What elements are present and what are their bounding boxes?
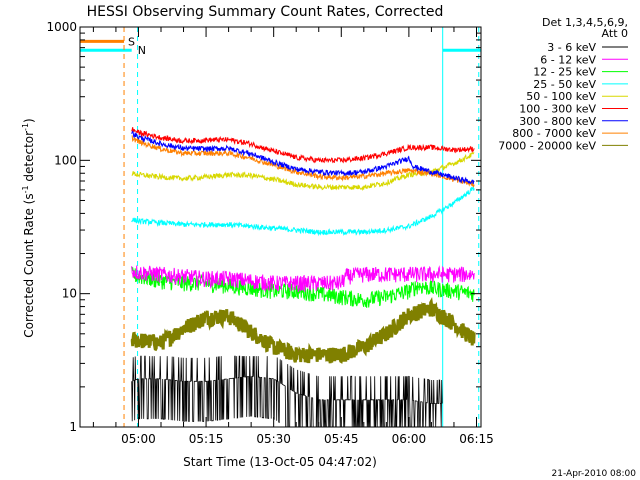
- legend-label-7000-20000-kev: 7000 - 20000 keV: [498, 139, 596, 152]
- legend-label-3-6-kev: 3 - 6 keV: [547, 41, 596, 54]
- series-line-3-6-kev: [131, 355, 443, 428]
- legend-label-50-100-kev: 50 - 100 keV: [526, 90, 596, 103]
- legend-label-25-50-kev: 25 - 50 keV: [533, 78, 596, 91]
- y-axis-label-mid: detector: [22, 131, 36, 186]
- series-line-7000-20000-kev: [130, 297, 476, 364]
- legend-label-100-300-kev: 100 - 300 keV: [519, 103, 596, 116]
- x-tick-label: 05:30: [256, 432, 291, 446]
- series-line-800-7000-kev: [131, 135, 475, 188]
- legend-label-800-7000-kev: 800 - 7000 keV: [512, 127, 596, 140]
- series-line-25-50-kev: [131, 186, 475, 237]
- legend-label-12-25-kev: 12 - 25 keV: [533, 66, 596, 79]
- y-tick-label: 1000: [46, 20, 77, 34]
- legend-label-300-800-kev: 300 - 800 keV: [519, 115, 596, 128]
- y-axis: 1 10 100 1000: [46, 20, 481, 434]
- y-axis-label-sup1: -1: [21, 185, 30, 193]
- flag-label: N: [138, 44, 146, 57]
- series-line-300-800-kev: [131, 129, 475, 185]
- x-tick-label: 06:00: [392, 432, 427, 446]
- y-axis-label-main: Corrected Count Rate (s: [22, 193, 36, 337]
- plot-frame: [79, 26, 482, 428]
- x-tick-label: 06:15: [459, 432, 494, 446]
- x-tick-label: 05:45: [324, 432, 359, 446]
- y-tick-label: 100: [54, 153, 77, 167]
- flag-bars: SN: [80, 35, 481, 57]
- series-line-50-100-kev: [131, 151, 475, 192]
- legend-label-6-12-kev: 6 - 12 keV: [540, 53, 596, 66]
- x-tick-label: 05:00: [121, 432, 156, 446]
- footer-date: 21-Apr-2010 08:00: [552, 469, 637, 479]
- y-axis-label-end: ): [22, 118, 36, 123]
- series-line-100-300-kev: [131, 127, 475, 164]
- x-axis: 05:00 05:15 05:30 05:45 06:00 06:15: [92, 27, 494, 446]
- x-axis-label: Start Time (13-Oct-05 04:47:02): [183, 455, 377, 469]
- series-layer: [130, 127, 476, 428]
- y-tick-label: 1: [69, 420, 77, 434]
- flag-label: S: [128, 35, 135, 48]
- chart-title: HESSI Observing Summary Count Rates, Cor…: [87, 4, 444, 20]
- x-tick-label: 05:15: [189, 432, 224, 446]
- y-axis-label-sup2: -1: [21, 123, 30, 131]
- y-tick-label: 10: [62, 287, 77, 301]
- legend-header-1: Det 1,3,4,5,6,9,: [542, 16, 628, 29]
- series-line-6-12-kev: [131, 265, 475, 293]
- legend-header-2: Att 0: [602, 27, 628, 40]
- y-axis-label: Corrected Count Rate (s-1 detector-1): [21, 118, 36, 337]
